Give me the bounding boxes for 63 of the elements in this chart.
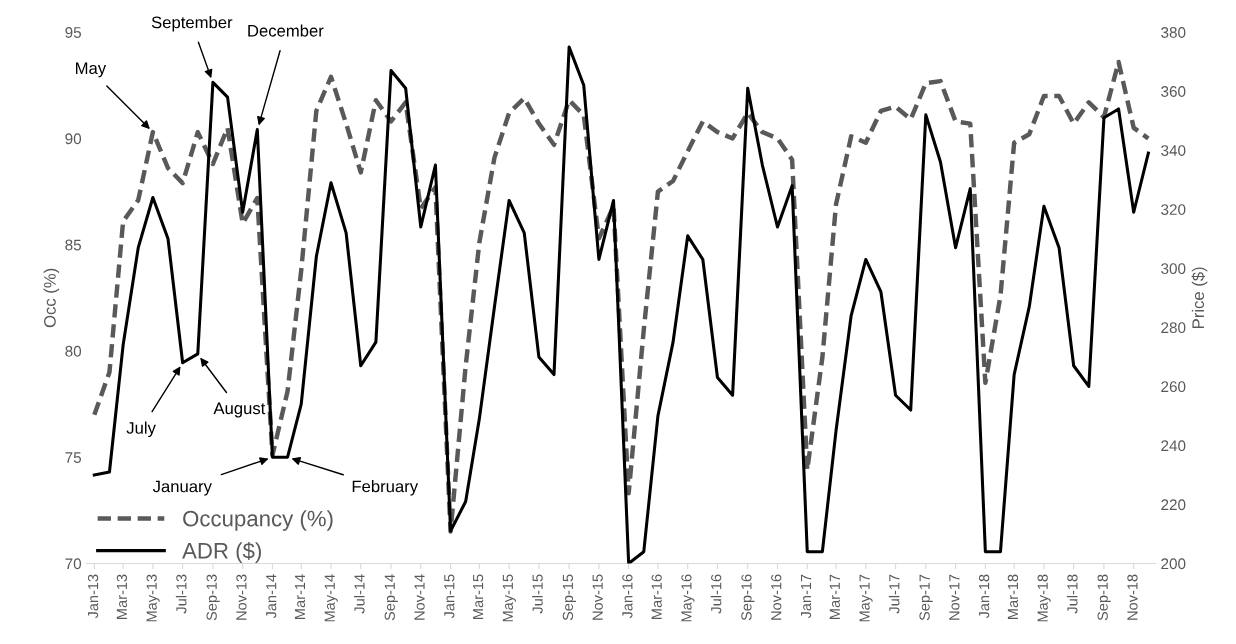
y2-tick-label: 280 — [1161, 322, 1186, 334]
annotation: January — [152, 480, 212, 496]
y2-tick-label: 340 — [1161, 145, 1186, 156]
y2-tick-label: 360 — [1161, 86, 1186, 97]
x-tick-label: Sep-13 — [206, 574, 220, 621]
x-tick-label: May-13 — [146, 574, 160, 622]
x-tick-label: Jul-13 — [175, 574, 187, 614]
x-tick-label: Sep-14 — [384, 574, 398, 621]
x-tick-label: Sep-16 — [741, 574, 755, 621]
x-tick-label: Mar-15 — [473, 574, 484, 619]
y-tick-label: 85 — [65, 239, 82, 251]
x-tick-label: Nov-15 — [592, 574, 603, 620]
y2-tick-label: 240 — [1161, 440, 1186, 452]
y-tick-label: 95 — [65, 27, 82, 38]
x-tick-label: Jan-15 — [444, 574, 455, 619]
x-tick-label: Nov-17 — [949, 574, 960, 620]
annotation: December — [248, 24, 324, 37]
annotation: February — [352, 480, 419, 496]
text: September — [151, 16, 233, 32]
x-tick-label: Jul-16 — [710, 574, 722, 614]
x-tick-label: Jan-16 — [622, 574, 633, 619]
y2-tick-label: 380 — [1161, 27, 1186, 38]
x-tick-label: Jan-13 — [87, 574, 99, 619]
y2-tick-label: 260 — [1161, 381, 1186, 393]
x-tick-label: Sep-17 — [919, 574, 933, 621]
y2-tick-label: 200 — [1161, 558, 1186, 570]
x-tick-label: Nov-13 — [236, 574, 247, 620]
x-tick-label: May-14 — [324, 574, 338, 622]
x-tick-label: Jan-18 — [978, 574, 990, 619]
x-tick-label: Mar-18 — [1007, 574, 1019, 619]
y2-tick-label: 300 — [1161, 263, 1186, 275]
x-tick-label: Mar-14 — [294, 574, 306, 619]
legend-label: ADR ($) — [182, 541, 261, 563]
y2-tick-label: 320 — [1161, 204, 1186, 215]
x-tick-label: Mar-17 — [829, 574, 840, 619]
x-tick-label: May-16 — [681, 574, 695, 622]
x-tick-label: May-18 — [1037, 574, 1051, 622]
annotation: August — [213, 402, 266, 418]
x-tick-label: Jul-18 — [1066, 574, 1078, 614]
x-tick-label: Sep-15 — [562, 574, 576, 621]
y-tick-label: 80 — [65, 345, 82, 357]
annotation: July — [126, 421, 156, 438]
y-tick-label: 75 — [65, 452, 82, 463]
x-tick-label: May-15 — [502, 574, 516, 622]
y2-axis-title: Price ($) — [1191, 267, 1208, 328]
x-tick-label: Jan-14 — [266, 574, 277, 619]
x-tick-label: Nov-18 — [1127, 574, 1138, 620]
x-tick-label: Jul-15 — [532, 574, 543, 614]
y2-tick-label: 220 — [1161, 499, 1186, 511]
x-tick-label: Nov-16 — [771, 574, 782, 620]
y-tick-label: 90 — [65, 133, 82, 145]
x-tick-label: Sep-18 — [1097, 574, 1111, 621]
x-tick-label: May-17 — [859, 574, 873, 622]
x-tick-label: Jul-17 — [888, 574, 900, 614]
legend-label: Occupancy (%) — [183, 510, 333, 531]
y-axis-title: Occ (%) — [43, 268, 60, 328]
y-tick-label: 70 — [65, 558, 82, 570]
x-tick-label: Mar-16 — [651, 574, 662, 619]
x-tick-label: Jan-17 — [800, 574, 812, 619]
x-tick-label: Jul-14 — [353, 574, 365, 614]
annotation: May — [76, 62, 107, 78]
x-tick-label: Nov-14 — [414, 574, 425, 620]
x-tick-label: Mar-13 — [116, 574, 128, 619]
